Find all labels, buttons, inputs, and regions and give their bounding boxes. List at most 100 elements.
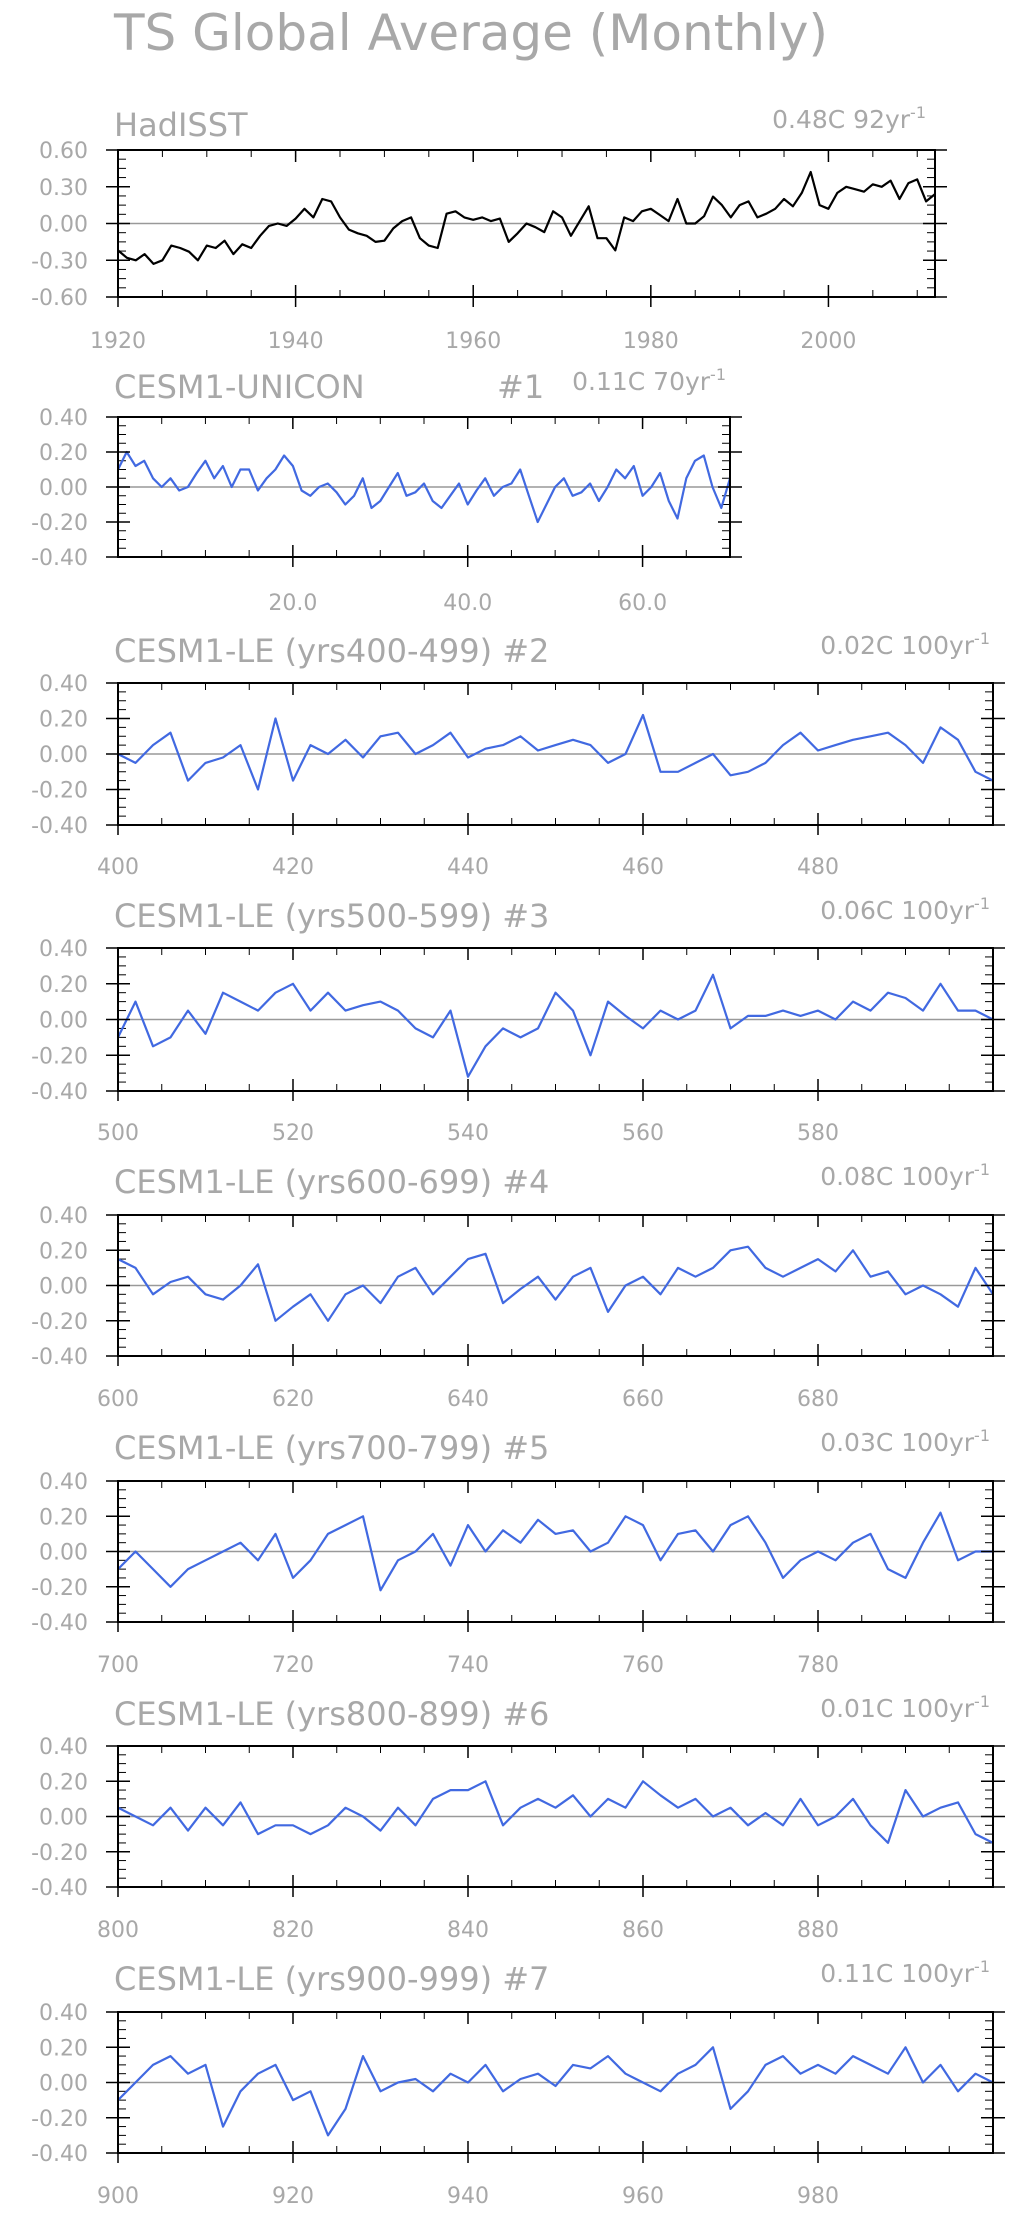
x-tick-label: 680 (797, 1387, 839, 1412)
y-tick-label: -0.20 (31, 511, 88, 536)
x-tick-label: 520 (272, 1121, 314, 1146)
y-tick-label: 0.00 (39, 2072, 88, 2097)
y-tick-label: 0.00 (39, 476, 88, 501)
x-tick-label: 580 (797, 1121, 839, 1146)
chart-panel-5: 0.40 0.20 0.00 -0.20 -0.40 600 620 640 660 680 CES… (31, 1160, 1005, 1412)
trend-exponent: -1 (710, 365, 726, 384)
y-tick-label: 0.60 (39, 139, 88, 164)
y-tick-label: 0.30 (39, 176, 88, 201)
chart-panel-4: 0.40 0.20 0.00 -0.20 -0.40 500 520 540 560 580 CES… (31, 894, 1005, 1146)
chart-title: CESM1-LE (yrs800-899) #6 (114, 1695, 549, 1733)
y-tick-label: -0.20 (31, 2107, 88, 2132)
x-tick-label: 620 (272, 1387, 314, 1412)
chart-panel-6: 0.40 0.20 0.00 -0.20 -0.40 700 720 740 760 780 CES… (31, 1426, 1005, 1678)
series-line (117, 450, 732, 524)
chart-title: CESM1-LE (yrs700-799) #5 (114, 1429, 549, 1467)
trend-value: 0.48C 92yr (772, 105, 911, 134)
series-line (117, 2046, 994, 2137)
trend-exponent: -1 (974, 1957, 990, 1976)
chart-title: HadISST (114, 106, 248, 144)
run-label: #1 (497, 368, 544, 406)
x-tick-label: 500 (97, 1121, 139, 1146)
trend-label: 0.06C 100yr-1 (820, 894, 990, 925)
y-tick-label: -0.30 (31, 249, 88, 274)
x-tick-label: 460 (622, 855, 664, 880)
chart-title: CESM1-LE (yrs900-999) #7 (114, 1960, 549, 1998)
y-tick-label: 0.20 (39, 973, 88, 998)
y-tick-label: 0.00 (39, 1009, 88, 1034)
chart-title: CESM1-LE (yrs400-499) #2 (114, 632, 549, 670)
y-tick-label: 0.20 (39, 1505, 88, 1530)
y-tick-label: 0.40 (39, 937, 88, 962)
y-tick-label: 0.00 (39, 743, 88, 768)
x-tick-label: 840 (447, 1918, 489, 1943)
y-tick-label: 0.00 (39, 1275, 88, 1300)
y-tick-label: 0.40 (39, 1735, 88, 1760)
y-tick-label: 0.40 (39, 672, 88, 697)
trend-label: 0.02C 100yr-1 (820, 629, 990, 660)
x-tick-label: 740 (447, 1653, 489, 1678)
y-tick-label: -0.20 (31, 1310, 88, 1335)
y-tick-label: -0.60 (31, 286, 88, 311)
x-tick-label: 920 (272, 2184, 314, 2209)
y-tick-label: -0.40 (31, 1611, 88, 1636)
y-tick-label: -0.40 (31, 1876, 88, 1901)
chart-title: CESM1-UNICON (114, 368, 365, 406)
x-tick-label: 560 (622, 1121, 664, 1146)
trend-exponent: -1 (974, 894, 990, 913)
trend-label: 0.03C 100yr-1 (820, 1426, 990, 1457)
series-line (117, 1245, 994, 1322)
trend-value: 0.01C 100yr (820, 1694, 975, 1723)
y-tick-label: -0.40 (31, 2142, 88, 2167)
x-tick-label: 880 (797, 1918, 839, 1943)
y-tick-label: 0.40 (39, 406, 88, 431)
trend-exponent: -1 (910, 103, 926, 122)
x-tick-label: 1920 (90, 329, 146, 354)
series-line (117, 973, 994, 1078)
y-tick-label: 0.40 (39, 1470, 88, 1495)
x-tick-label: 780 (797, 1653, 839, 1678)
series-line (117, 1511, 993, 1592)
x-tick-label: 20.0 (268, 591, 317, 616)
trend-value: 0.06C 100yr (820, 896, 975, 925)
x-tick-label: 440 (447, 855, 489, 880)
trend-label: 0.48C 92yr-1 (772, 103, 926, 134)
series-line (117, 713, 994, 791)
x-tick-label: 1960 (445, 329, 501, 354)
x-tick-label: 60.0 (618, 591, 667, 616)
trend-label: 0.11C 100yr-1 (820, 1957, 990, 1988)
chart-panel-3: 0.40 0.20 0.00 -0.20 -0.40 400 420 440 460 480 CES… (31, 629, 1005, 880)
trend-exponent: -1 (974, 629, 990, 648)
x-tick-label: 480 (797, 855, 839, 880)
x-tick-label: 420 (272, 855, 314, 880)
x-tick-label: 860 (622, 1918, 664, 1943)
y-tick-label: -0.40 (31, 546, 88, 571)
trend-exponent: -1 (974, 1692, 990, 1711)
y-tick-label: 0.00 (39, 1806, 88, 1831)
y-tick-label: 0.40 (39, 2001, 88, 2026)
y-tick-label: 0.20 (39, 2036, 88, 2061)
y-tick-label: 0.00 (39, 1541, 88, 1566)
x-tick-label: 400 (97, 855, 139, 880)
trend-value: 0.11C 100yr (820, 1959, 975, 1988)
page-title: TS Global Average (Monthly) (113, 4, 828, 62)
x-tick-label: 1980 (623, 329, 679, 354)
x-tick-label: 760 (622, 1653, 664, 1678)
y-tick-label: -0.40 (31, 1345, 88, 1370)
trend-label: 0.11C 70yr-1 (572, 365, 726, 396)
chart-title: CESM1-LE (yrs500-599) #3 (114, 897, 549, 935)
y-tick-label: -0.40 (31, 814, 88, 839)
y-tick-label: -0.20 (31, 1044, 88, 1069)
trend-exponent: -1 (974, 1426, 990, 1445)
trend-label: 0.08C 100yr-1 (820, 1160, 990, 1191)
y-tick-label: 0.40 (39, 1204, 88, 1229)
y-tick-label: 0.20 (39, 1770, 88, 1795)
trend-value: 0.03C 100yr (820, 1428, 975, 1457)
x-tick-label: 640 (447, 1387, 489, 1412)
trend-exponent: -1 (974, 1160, 990, 1179)
x-tick-label: 900 (97, 2184, 139, 2209)
x-tick-label: 940 (447, 2184, 489, 2209)
chart-panel-7: 0.40 0.20 0.00 -0.20 -0.40 800 820 840 860 880 CES… (31, 1692, 1005, 1943)
trend-value: 0.08C 100yr (820, 1162, 975, 1191)
